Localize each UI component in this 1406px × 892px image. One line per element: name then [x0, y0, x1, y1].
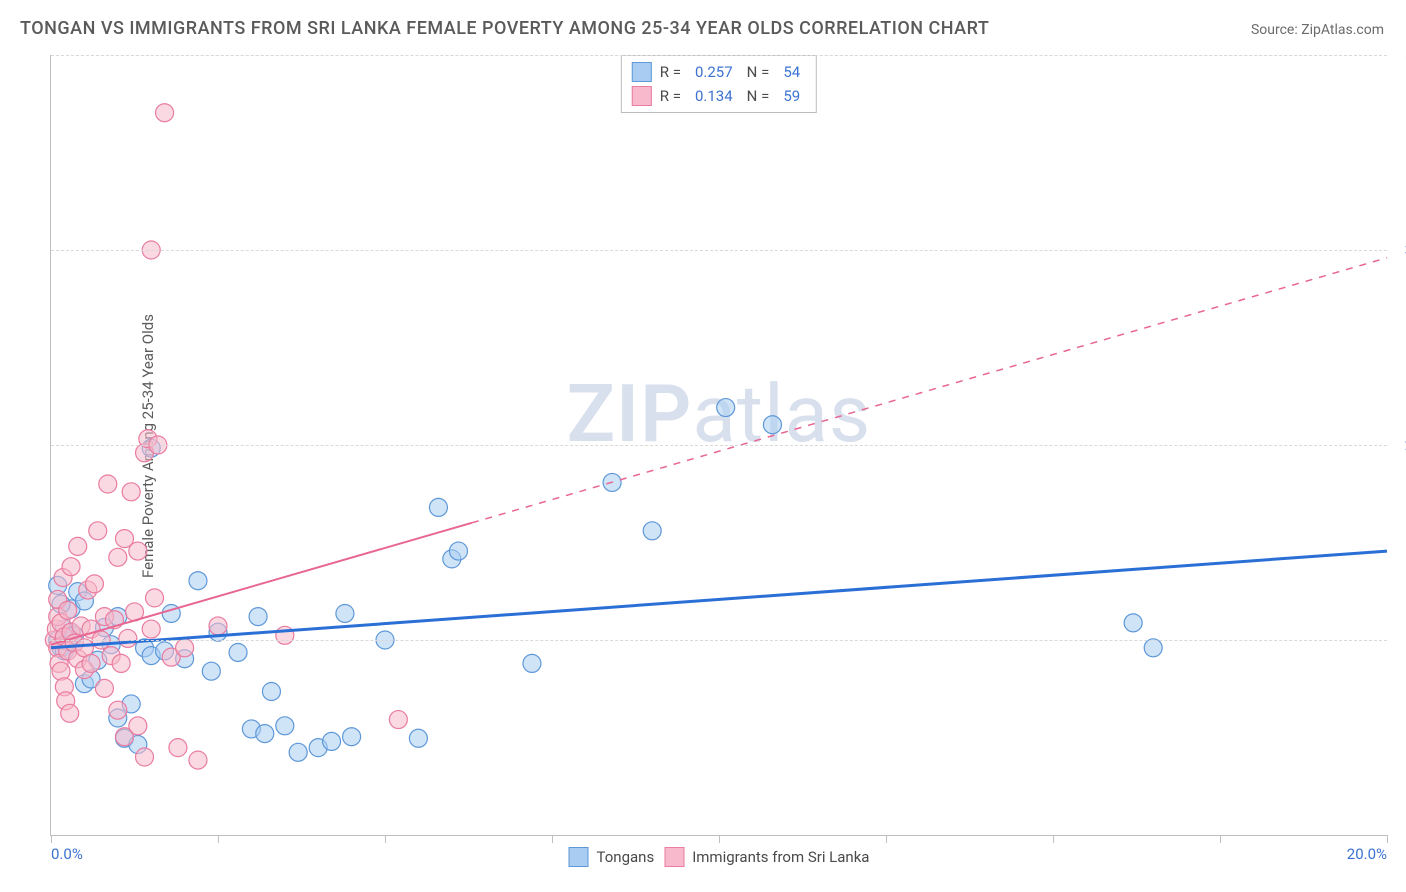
data-point [262, 682, 280, 700]
legend-swatch-pink [664, 847, 684, 867]
data-point [119, 629, 137, 647]
data-point [209, 617, 227, 635]
data-point [1124, 614, 1142, 632]
gridline [51, 55, 1387, 56]
data-point [1144, 639, 1162, 657]
legend-row: R = 0.257 N = 54 [632, 60, 806, 84]
x-tick [1053, 835, 1054, 843]
legend-swatch-blue [569, 847, 589, 867]
legend-swatch-pink [632, 86, 652, 106]
data-point [89, 522, 107, 540]
data-point [52, 662, 70, 680]
legend-label: Immigrants from Sri Lanka [692, 848, 869, 866]
data-point [59, 601, 77, 619]
correlation-legend: R = 0.257 N = 54 R = 0.134 N = 59 [621, 55, 817, 113]
data-point [389, 711, 407, 729]
regression-line [51, 523, 472, 645]
r-value: 0.257 [695, 63, 733, 81]
data-point [62, 558, 80, 576]
x-tick [1387, 835, 1388, 843]
x-tick [552, 835, 553, 843]
x-tick [385, 835, 386, 843]
data-point [229, 643, 247, 661]
series-legend: Tongans Immigrants from Sri Lanka [569, 847, 870, 867]
data-point [289, 743, 307, 761]
data-point [109, 701, 127, 719]
gridline [51, 250, 1387, 251]
gridline [51, 445, 1387, 446]
data-point [717, 399, 735, 417]
data-point [122, 483, 140, 501]
data-point [643, 522, 661, 540]
data-point [343, 728, 361, 746]
gridline [51, 640, 1387, 641]
data-point [112, 654, 130, 672]
regression-line [51, 551, 1387, 648]
chart-title: TONGAN VS IMMIGRANTS FROM SRI LANKA FEMA… [20, 18, 989, 39]
data-point [189, 572, 207, 590]
regression-line-extrapolated [472, 258, 1387, 523]
x-tick [886, 835, 887, 843]
n-value: 54 [783, 63, 800, 81]
data-point [336, 604, 354, 622]
n-label: N = [747, 63, 770, 81]
n-value: 59 [783, 87, 800, 105]
data-point [82, 654, 100, 672]
data-point [146, 589, 164, 607]
r-label: R = [660, 87, 681, 105]
legend-item: Immigrants from Sri Lanka [664, 847, 869, 867]
n-label: N = [747, 87, 770, 105]
data-point [69, 537, 87, 555]
data-point [202, 662, 220, 680]
data-point [449, 542, 467, 560]
data-point [142, 620, 160, 638]
data-point [323, 732, 341, 750]
x-tick [1220, 835, 1221, 843]
data-point [429, 498, 447, 516]
data-point [169, 739, 187, 757]
r-value: 0.134 [695, 87, 733, 105]
data-point [763, 416, 781, 434]
data-point [523, 654, 541, 672]
data-point [176, 639, 194, 657]
legend-item: Tongans [569, 847, 655, 867]
x-tick [719, 835, 720, 843]
x-tick-label: 20.0% [1347, 845, 1387, 863]
legend-swatch-blue [632, 62, 652, 82]
data-point [109, 548, 127, 566]
data-point [129, 542, 147, 560]
data-point [136, 748, 154, 766]
x-tick-label: 0.0% [51, 845, 83, 863]
data-point [249, 608, 267, 626]
x-tick [51, 835, 52, 843]
data-point [156, 104, 174, 122]
data-point [256, 725, 274, 743]
data-point [189, 751, 207, 769]
data-point [409, 729, 427, 747]
data-point [99, 475, 117, 493]
data-point [85, 575, 103, 593]
r-label: R = [660, 63, 681, 81]
data-point [61, 704, 79, 722]
data-point [95, 679, 113, 697]
data-point [129, 717, 147, 735]
source-attribution: Source: ZipAtlas.com [1251, 22, 1384, 38]
legend-row: R = 0.134 N = 59 [632, 84, 806, 108]
legend-label: Tongans [597, 848, 655, 866]
x-tick [218, 835, 219, 843]
plot-area: ZIPatlas R = 0.257 N = 54 R = 0.134 N = … [50, 55, 1387, 836]
data-point [276, 717, 294, 735]
